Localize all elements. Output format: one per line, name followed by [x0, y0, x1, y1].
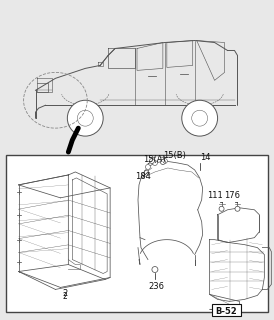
Circle shape: [77, 110, 93, 126]
Circle shape: [192, 110, 208, 126]
Circle shape: [149, 158, 155, 164]
FancyBboxPatch shape: [212, 304, 241, 316]
Circle shape: [67, 100, 103, 136]
Text: 184: 184: [135, 172, 151, 181]
Circle shape: [162, 158, 167, 164]
Text: 15(B): 15(B): [163, 151, 186, 160]
Circle shape: [160, 159, 165, 164]
Text: 111: 111: [207, 191, 222, 200]
Circle shape: [182, 100, 218, 136]
Text: 15(A): 15(A): [143, 155, 166, 164]
Circle shape: [219, 206, 224, 211]
Text: 176: 176: [224, 191, 241, 200]
Text: 14: 14: [200, 153, 210, 162]
Text: 2: 2: [63, 292, 68, 301]
Circle shape: [145, 164, 150, 170]
FancyBboxPatch shape: [6, 155, 268, 312]
Circle shape: [152, 161, 157, 165]
Text: 2: 2: [63, 289, 68, 299]
Circle shape: [235, 206, 240, 211]
Circle shape: [152, 267, 158, 273]
Text: 236: 236: [148, 283, 164, 292]
Text: B-52: B-52: [216, 307, 237, 316]
